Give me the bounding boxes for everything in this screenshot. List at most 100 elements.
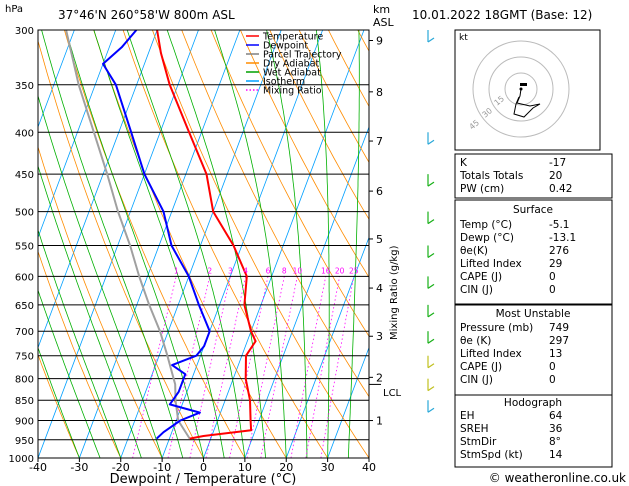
table-row-label: Lifted Index — [460, 348, 522, 360]
pressure-tick-label: 400 — [15, 128, 34, 139]
wind-barb-flag — [427, 181, 435, 187]
table-row-label: SREH — [460, 423, 489, 435]
km-tick-label: 1 — [376, 415, 383, 428]
pressure-tick-label: 1000 — [9, 454, 34, 465]
temperature-tick-label: 20 — [279, 461, 293, 474]
table-row-label: Temp (°C) — [459, 219, 512, 231]
table-row-value: 0 — [549, 284, 556, 296]
wind-barb-flag — [427, 407, 435, 413]
legend-label: Parcel Trajectory — [263, 50, 342, 61]
table-row-label: K — [460, 157, 468, 169]
table-row-value: 13 — [549, 348, 562, 360]
table-row-label: EH — [460, 410, 475, 422]
hodograph-ring-30 — [488, 56, 554, 122]
hodograph-unit-label: kt — [459, 33, 468, 43]
hodograph-table-box — [454, 394, 613, 468]
pressure-tick-label: 700 — [15, 327, 34, 338]
table-row-value: 297 — [549, 335, 569, 347]
mixing-ratio-value-label: 16 — [321, 266, 331, 275]
table-row-label: PW (cm) — [460, 183, 504, 195]
table-row-label: Totals Totals — [459, 170, 523, 182]
mixing-ratio-axis-label: Mixing Ratio (g/kg) — [389, 245, 400, 340]
dry-adiabat-line — [38, 353, 80, 458]
isotherm-line — [38, 30, 117, 239]
km-tick-label: 9 — [376, 35, 383, 48]
table-row-value: 749 — [549, 322, 569, 334]
pressure-tick-label: 300 — [15, 26, 34, 37]
isotherm-line — [38, 30, 199, 458]
temperature-tick-label: -10 — [153, 461, 171, 474]
isotherm-line — [38, 30, 158, 349]
mixing-ratio-value-label: 10 — [293, 266, 303, 275]
temperature-tick-label: 10 — [238, 461, 252, 474]
table-row-label: CIN (J) — [460, 374, 493, 386]
table-row-value: 276 — [549, 245, 569, 257]
dewpoint-line — [102, 30, 211, 440]
wind-barb-flag — [427, 252, 435, 258]
km-tick-label: 6 — [376, 185, 383, 198]
mixing-ratio-value-label: 3 — [228, 266, 233, 275]
hodograph-ring-45 — [472, 40, 570, 138]
table-row-value: 20 — [549, 170, 562, 182]
table-row-label: θe (K) — [460, 335, 491, 347]
pressure-tick-label: 950 — [15, 436, 34, 447]
legend-label: Isotherm — [263, 77, 305, 88]
table-row-label: CAPE (J) — [460, 361, 502, 373]
hodograph-frame — [454, 29, 601, 151]
table-row-value: 36 — [549, 423, 563, 435]
wind-barb-flag — [427, 37, 435, 43]
isotherm-line — [285, 236, 369, 458]
temperature-tick-label: 0 — [200, 461, 207, 474]
legend-label: Wet Adiabat — [263, 68, 321, 79]
hodograph-ring-15 — [504, 72, 538, 106]
temperature-tick-label: -30 — [70, 461, 88, 474]
table-row-value: -17 — [549, 157, 566, 169]
mixing-ratio-labels: 1 2 3 4 6 8 10 16 20 25 — [174, 266, 359, 275]
wind-barbs — [427, 30, 435, 413]
mixing-ratio-value-label: 20 — [335, 266, 345, 275]
table-row-label: CAPE (J) — [460, 271, 502, 283]
km-tick-label: 8 — [376, 86, 383, 99]
table-row-value: -5.1 — [549, 219, 570, 231]
table-row-value: 0.42 — [549, 183, 572, 195]
datetime-title: 10.01.2022 18GMT (Base: 12) — [412, 8, 592, 22]
indices-tables: K -17 Totals Totals 20 PW (cm) 0.42 SurfaceTem… — [454, 153, 613, 468]
table-row-value: 29 — [549, 258, 562, 270]
isotherm-line — [161, 30, 323, 458]
mixing-ratio-value-label: 8 — [282, 266, 287, 275]
pressure-tick-label: 500 — [15, 208, 34, 219]
km-tick-label: 5 — [376, 233, 383, 246]
pressure-tick-label: 800 — [15, 375, 34, 386]
most-unstable-box — [454, 304, 613, 396]
pressure-tick-label: 650 — [15, 301, 34, 312]
km-label: km — [373, 3, 390, 16]
profiles — [65, 30, 257, 440]
temperature-axis: -40 -30 -20 -10 0 10 20 30 40 — [29, 458, 376, 474]
table-row-value: 14 — [549, 449, 563, 461]
legend-label: Temperature — [262, 32, 323, 43]
isotherm-line — [120, 30, 282, 458]
temperature-tick-label: 30 — [321, 461, 335, 474]
pressure-tick-label: 750 — [15, 352, 34, 363]
wind-barb-flag — [427, 219, 435, 225]
wind-barb-flag — [427, 386, 435, 392]
hodograph: kt 45 30 15 — [454, 29, 601, 151]
pressure-tick-label: 850 — [15, 396, 34, 407]
pressure-tick-label: 600 — [15, 272, 34, 283]
legend-label: Mixing Ratio — [263, 86, 322, 97]
wind-barb-flag — [427, 139, 435, 145]
km-axis: 9 8 7 6 5 4 3 2 1 — [369, 35, 383, 428]
table-row-label: θe(K) — [460, 245, 488, 257]
table-row-label: Pressure (mb) — [460, 322, 533, 334]
table-row-value: 0 — [549, 361, 556, 373]
wind-barb-flag — [427, 338, 435, 344]
pressure-tick-label: 450 — [15, 170, 34, 181]
pressure-tick-label: 550 — [15, 241, 34, 252]
table-row-value: 8° — [549, 436, 561, 448]
mixing-ratio-value-label: 25 — [349, 266, 359, 275]
isotherm-line — [327, 346, 369, 458]
pressure-unit-label: hPa — [5, 4, 23, 15]
temperature-tick-label: 40 — [362, 461, 376, 474]
mixing-ratio-value-label: 6 — [266, 266, 271, 275]
